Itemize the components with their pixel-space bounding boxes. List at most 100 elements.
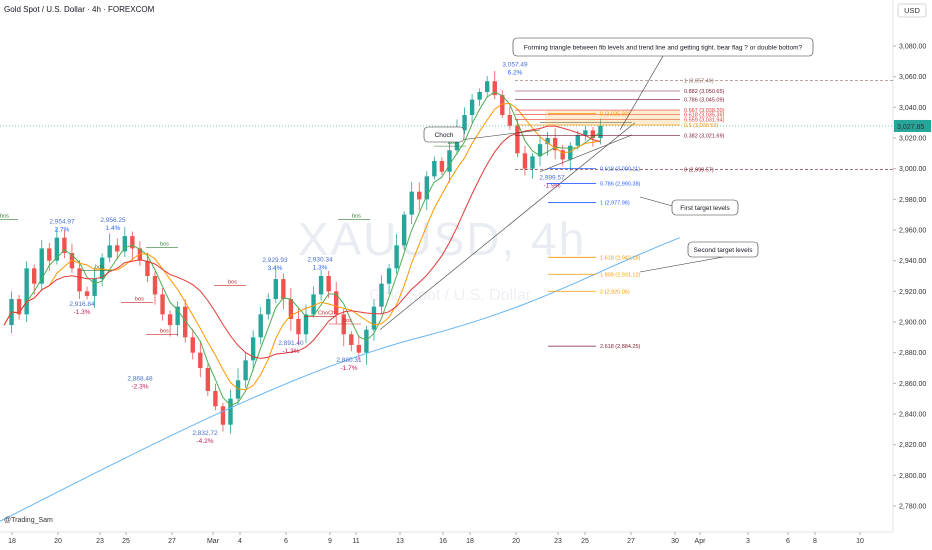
candle-body [326,276,331,292]
candle-body [485,81,490,92]
candle-body [318,276,324,295]
candle-body [183,306,188,338]
x-tick-label: 23 [96,538,104,545]
candle-body [507,115,513,126]
current-price-badge [894,119,931,132]
fib-upper-label: 0.382 (3,021.69) [684,133,725,139]
candle-body [530,156,535,169]
first-target-note-box [671,199,739,216]
structure-label: bos [0,214,9,220]
candle-body [54,237,60,261]
triangle-note-box [512,37,814,57]
x-tick-label: 4 [238,538,242,545]
candle-body [39,248,44,284]
candle-body [394,245,399,269]
fib-target-label: 0.786 (2,990.38) [600,181,641,187]
swing-price-label: 2,891.40 [278,340,304,347]
candle-body [281,279,286,299]
candle-body [213,391,218,407]
y-tick-label: 2,900.00 [899,320,926,327]
candle-body [409,191,414,215]
candle-body [515,125,520,154]
candle-body [311,294,316,315]
candle-body [266,299,271,315]
structure-label: bos [448,140,457,146]
swing-percent-label: -4.2% [197,438,214,445]
candle-body [545,138,550,145]
chart-title: Gold Spot / U.S. Dollar · 4h · FOREXCOM [4,5,155,14]
ma-slow-line [3,125,601,359]
swing-price-label: 2,916.84 [69,301,95,308]
candle-body [77,268,82,292]
currency-button[interactable] [897,3,927,18]
structure-label: ChoCh [318,310,335,316]
y-tick-label: 2,940.00 [899,258,926,265]
fib-upper-label: 0.786 (3,045.09) [684,98,725,104]
x-tick-label: Apr [695,538,707,545]
candle-body [537,144,543,157]
candle-body [130,236,135,249]
fib-target-label: 0 (3,035.92) [600,112,630,118]
candle-body [598,125,603,138]
candle-body [469,99,475,115]
x-tick-label: 20 [54,538,62,545]
x-tick-label: 16 [439,538,447,545]
candle-body [99,257,105,280]
candle-body [575,134,580,146]
candle-body [568,145,573,160]
x-tick-label: 25 [122,538,130,545]
candle-body [122,236,127,252]
swing-price-label: 2,929.93 [262,257,288,264]
candle-body [552,138,558,151]
candle-body [220,406,226,425]
structure-label: bos [135,297,144,303]
candle-body [84,291,90,296]
ma-long-line [0,237,681,522]
candle-body [356,345,362,353]
swing-price-label: 2,954.97 [49,219,75,226]
fib-target-label: 1 (2,977.98) [600,200,630,206]
structure-label: bos [352,214,361,220]
candle-body [250,337,256,361]
candle-body [401,214,407,246]
fib-upper-label: 0.618 (3,035.36) [684,112,725,118]
x-tick-label: 23 [554,538,562,545]
candle-body [364,329,369,353]
swing-percent-label: 3.4% [268,265,283,272]
x-tick-label: 18 [466,538,474,545]
swing-price-label: 2,832.72 [192,430,218,437]
x-tick-label: 18 [8,538,16,545]
swing-percent-label: 2.7% [55,227,70,234]
candle-body [296,318,301,335]
swing-percent-label: -1.3% [283,348,300,355]
candle-body [24,268,29,315]
candle-body [379,283,384,307]
x-tick-label: 27 [627,538,635,545]
fib-upper-label: 0.559 (3,031.94) [684,118,725,124]
swing-price-label: 2,930.34 [307,256,333,263]
structure-label: bos [160,241,169,247]
fib-target-label: 1.618 (2,942.18) [600,255,641,261]
fib-target-label: 2 (2,920.05) [600,289,630,295]
fib-upper-label: 1 (3,057.49) [684,79,714,85]
y-tick-label: 3,020.00 [899,136,926,143]
second-target-note-text: Second target levels [694,247,754,254]
candle-body [349,334,354,345]
swing-percent-label: -2.3% [132,383,149,390]
swing-price-label: 3,057.49 [502,62,528,69]
second-target-note-box [687,241,759,258]
candle-body [228,398,233,425]
y-tick-label: 3,080.00 [899,44,926,51]
fib-upper-label: 0 (2,999.57) [684,167,714,173]
y-tick-label: 3,040.00 [899,105,926,112]
y-tick-label: 2,860.00 [899,381,926,388]
second-target-note-pointer [639,256,724,273]
fib-target-label: 1.809 (2,931.12) [600,272,641,278]
swing-percent-label: 6.2% [508,70,523,77]
candle-body [115,245,120,252]
swing-price-label: 2,880.31 [336,357,362,364]
x-tick-label: 10 [856,538,864,545]
candle-body [273,279,278,299]
